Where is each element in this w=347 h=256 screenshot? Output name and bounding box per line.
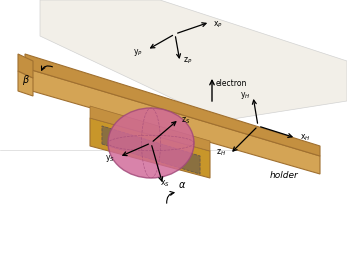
Text: x$_S$: x$_S$ [160,178,170,189]
Text: electron: electron [216,80,247,89]
Polygon shape [90,118,210,178]
Text: holder: holder [270,172,299,180]
Text: z$_S$: z$_S$ [181,115,191,125]
Text: x$_P$: x$_P$ [213,19,223,29]
Polygon shape [90,106,210,151]
Text: β: β [22,75,28,85]
Polygon shape [40,0,347,121]
Polygon shape [102,126,200,174]
Text: y$_P$: y$_P$ [133,47,143,58]
Polygon shape [18,71,33,96]
Polygon shape [25,54,320,156]
Text: z$_P$: z$_P$ [183,56,192,66]
Text: z$_H$: z$_H$ [216,147,226,158]
Ellipse shape [108,108,194,178]
Text: y$_H$: y$_H$ [239,90,250,101]
Text: x$_H$: x$_H$ [300,133,311,143]
Polygon shape [25,68,320,174]
Polygon shape [18,54,33,78]
Text: y$_S$: y$_S$ [105,154,115,165]
Text: α: α [179,180,185,190]
